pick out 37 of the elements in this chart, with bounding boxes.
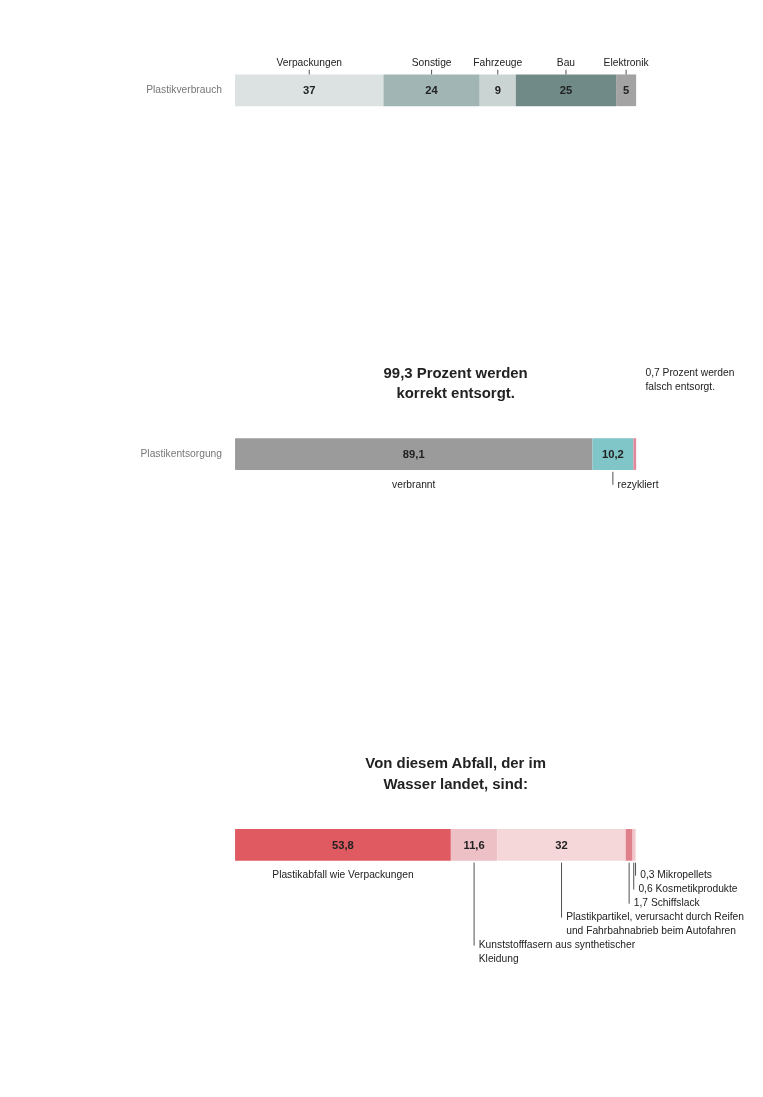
series-label: Verpackungen bbox=[276, 57, 343, 69]
text: 99,3 Prozent werden korrekt entsorgt. bbox=[383, 363, 528, 402]
series-label: rezykliert bbox=[617, 478, 659, 490]
bar bbox=[625, 829, 633, 861]
series-label: Fahrzeuge bbox=[473, 57, 523, 69]
data-label: 11,6 bbox=[463, 838, 485, 851]
bar bbox=[235, 829, 451, 861]
y-tick-label: Plastikentsorgung bbox=[140, 447, 223, 459]
bar bbox=[235, 74, 384, 107]
series-label: Elektronik bbox=[603, 57, 650, 69]
text: Plastikpartikel, verursacht durch Reifen und Fahrbahnabrieb beim Autofahren bbox=[566, 911, 745, 937]
bar bbox=[383, 74, 480, 107]
bar bbox=[515, 74, 617, 107]
series-label: Sonstige bbox=[411, 57, 452, 69]
bar bbox=[479, 74, 516, 107]
data-label: 53,8 bbox=[332, 838, 354, 851]
series-label: verbrannt bbox=[392, 478, 436, 490]
bar bbox=[450, 829, 498, 861]
data-label: 24 bbox=[425, 84, 439, 97]
data-label: 32 bbox=[555, 838, 568, 851]
data-label: 9 bbox=[494, 84, 501, 97]
text: Kunststofffasern aus synthetischer Kleidung bbox=[478, 939, 636, 965]
text: 0,6 Kosmetikprodukte bbox=[638, 883, 738, 895]
data-label: 37 bbox=[303, 84, 316, 97]
bar bbox=[616, 74, 637, 107]
series-label: Bau bbox=[556, 57, 576, 69]
data-label: 89,1 bbox=[402, 447, 425, 460]
text: 0,3 Mikropellets bbox=[640, 869, 712, 881]
bar bbox=[497, 829, 626, 861]
text: Von diesem Abfall, der im Wasser landet, sind: bbox=[365, 754, 546, 792]
series-label: Plastikabfall wie Verpackungen bbox=[272, 869, 414, 881]
text: 0,7 Prozent werden falsch entsorgt. bbox=[645, 366, 735, 392]
data-label: 25 bbox=[559, 84, 573, 97]
text: 1,7 Schiffslack bbox=[633, 897, 700, 909]
data-label: 10,2 bbox=[601, 447, 624, 460]
y-tick-label: Plastikverbrauch bbox=[146, 84, 223, 96]
data-label: 5 bbox=[623, 84, 630, 97]
